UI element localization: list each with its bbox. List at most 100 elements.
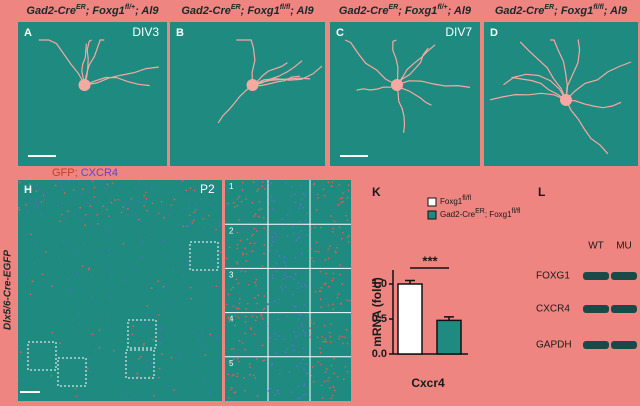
neurite: [252, 65, 323, 86]
cell: [149, 376, 151, 378]
cell: [338, 226, 341, 229]
cell: [299, 397, 302, 399]
cell: [299, 314, 302, 316]
cell: [274, 333, 276, 336]
cell: [299, 362, 302, 365]
lane-label: WT: [588, 241, 604, 252]
cell: [293, 330, 295, 333]
cell: [285, 315, 288, 318]
cell: [122, 206, 125, 209]
cell: [253, 242, 256, 245]
cell: [36, 184, 38, 187]
cell: [267, 303, 269, 306]
cell: [260, 315, 263, 318]
cell: [152, 338, 155, 341]
neurite: [83, 39, 92, 86]
cell: [230, 288, 232, 291]
cell: [330, 364, 333, 367]
cell: [227, 293, 230, 296]
cell: [238, 339, 241, 342]
cell: [342, 378, 345, 381]
cell: [59, 342, 62, 345]
title-part: Foxg1: [440, 197, 463, 206]
panel-tag: DIV7: [445, 25, 472, 39]
cell: [215, 228, 218, 231]
cell: [91, 297, 93, 300]
cell: [59, 220, 61, 223]
cell: [91, 180, 94, 183]
cell: [240, 200, 243, 203]
cell: [75, 395, 78, 397]
cell: [263, 227, 265, 230]
cell: [192, 219, 195, 222]
cell: [272, 241, 274, 243]
cell: [157, 314, 160, 316]
cell: [178, 352, 181, 355]
cell: [304, 332, 307, 334]
cell: [319, 347, 321, 350]
cell: [283, 273, 286, 276]
cell: [240, 270, 243, 272]
cell: [283, 338, 286, 341]
cell: [73, 251, 76, 254]
cell: [284, 286, 287, 288]
cell: [211, 259, 214, 262]
cell: [331, 394, 334, 397]
panel-tag: DIV3: [132, 25, 159, 39]
cell: [332, 272, 335, 275]
cell: [170, 204, 173, 207]
cell: [297, 237, 300, 240]
cell: [189, 187, 192, 190]
cell: [150, 362, 153, 365]
cell: [254, 281, 256, 284]
cell: [246, 302, 249, 305]
cell: [203, 381, 205, 383]
cell: [322, 340, 325, 343]
cell: [320, 306, 323, 308]
cell: [190, 221, 193, 224]
cell: [206, 180, 208, 183]
cell: [282, 227, 284, 230]
neurite: [84, 76, 150, 87]
cell: [121, 392, 123, 395]
neurite: [511, 76, 567, 101]
neurite: [396, 84, 406, 133]
cell: [158, 327, 161, 330]
cell: [300, 229, 303, 232]
cell: [310, 332, 312, 334]
cell: [277, 318, 280, 321]
cell: [249, 242, 252, 245]
cell: [134, 211, 136, 214]
cell: [293, 305, 296, 308]
cell: [235, 307, 238, 310]
cell: [294, 256, 297, 259]
cell: [167, 385, 170, 387]
cell: [261, 265, 264, 267]
cell: [160, 328, 163, 331]
cell: [217, 356, 219, 358]
cell: [239, 239, 242, 242]
cell: [78, 398, 80, 401]
cell: [60, 202, 63, 205]
cell: [327, 257, 330, 260]
cell: [131, 214, 133, 217]
cell: [173, 198, 176, 201]
cell: [138, 358, 140, 360]
cell: [306, 212, 308, 215]
cell: [298, 207, 301, 210]
title-part: ; Al9: [604, 5, 628, 17]
cell: [278, 372, 281, 375]
cell: [258, 215, 260, 218]
stain-cxcr4: CXCR4: [81, 167, 118, 179]
cell: [294, 201, 296, 204]
cell: [261, 181, 264, 183]
cell: [310, 320, 312, 323]
cell: [193, 211, 195, 214]
cell: [105, 233, 107, 236]
cell: [33, 262, 36, 265]
cell: [60, 213, 63, 216]
cell: [186, 225, 189, 227]
cell: [333, 220, 336, 223]
bar: [397, 283, 423, 355]
cell: [300, 322, 303, 325]
